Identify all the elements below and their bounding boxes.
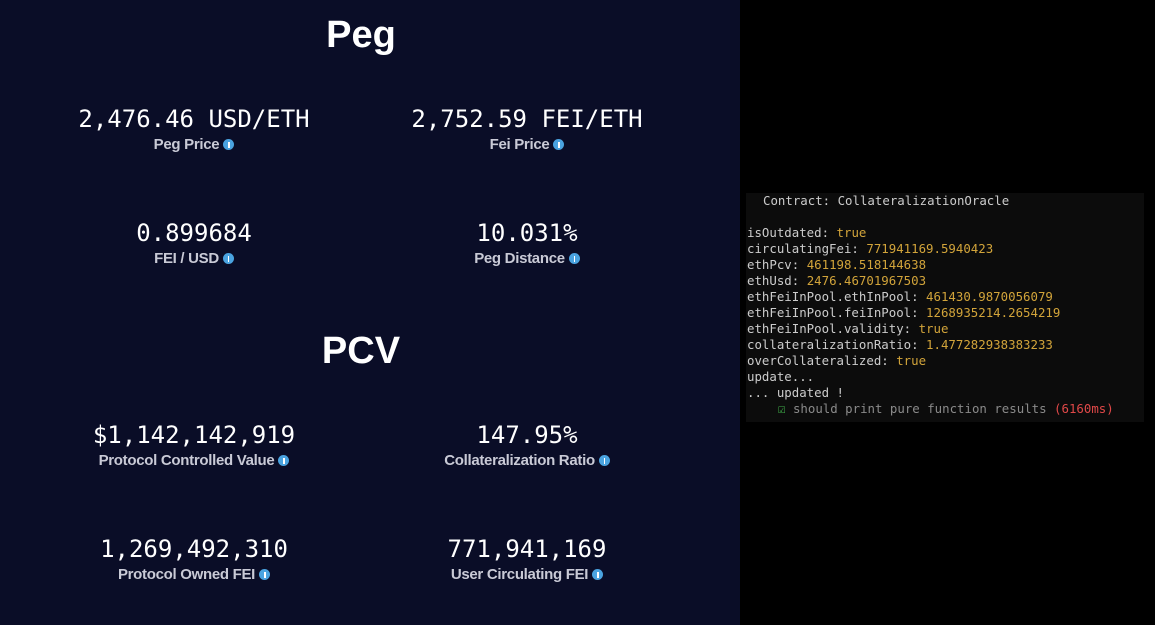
stat-card: 771,941,169 User Circulating FEI (362, 534, 692, 583)
stat-card: 2,476.46 USD/ETH Peg Price (29, 104, 359, 153)
terminal-line: ethFeiInPool.feiInPool: 1268935214.26542… (747, 305, 1060, 321)
field-value: 461430.9870056079 (926, 289, 1053, 304)
terminal-line: update... (747, 369, 814, 385)
stat-value: 2,752.59 FEI/ETH (411, 105, 643, 133)
stat-label: Protocol Controlled Value (29, 452, 359, 469)
info-icon[interactable] (592, 568, 604, 580)
info-icon[interactable] (222, 252, 234, 264)
stat-label: Collateralization Ratio (362, 452, 692, 469)
field-value: 2476.46701967503 (806, 273, 927, 288)
terminal-line: overCollateralized: true (747, 353, 926, 369)
field-key: ethUsd: (747, 273, 800, 288)
field-value: 771941169.5940423 (866, 241, 994, 256)
field-key: overCollateralized: (747, 353, 889, 368)
field-key: collateralizationRatio: (747, 337, 919, 352)
info-icon[interactable] (223, 138, 235, 150)
log-message: ... updated ! (747, 385, 844, 400)
field-key: ethFeiInPool.feiInPool: (747, 305, 919, 320)
test-name: should print pure function results (792, 401, 1047, 416)
stat-label-text: Peg Price (153, 136, 220, 153)
terminal-line: ethFeiInPool.ethInPool: 461430.987005607… (747, 289, 1053, 305)
field-key: circulatingFei: (747, 241, 859, 256)
terminal-line: ☑ should print pure function results (61… (778, 401, 1114, 417)
stat-value: $1,142,142,919 (92, 421, 296, 449)
field-value: 461198.518144638 (806, 257, 927, 272)
stat-value: 2,476.46 USD/ETH (78, 105, 310, 133)
stat-label-text: Fei Price (489, 136, 550, 153)
stat-card: 2,752.59 FEI/ETH Fei Price (362, 104, 692, 153)
stat-label: Peg Price (29, 136, 359, 153)
stat-value: 0.899684 (136, 219, 252, 247)
stat-label: User Circulating FEI (362, 566, 692, 583)
terminal-line: ... updated ! (747, 385, 844, 401)
stat-label: FEI / USD (29, 250, 359, 267)
terminal-header: Contract: CollateralizationOracle (763, 193, 1010, 208)
field-key: ethFeiInPool.validity: (747, 321, 912, 336)
info-icon[interactable] (568, 252, 580, 264)
terminal-line: collateralizationRatio: 1.47728293838323… (747, 337, 1053, 353)
stat-value: 147.95% (476, 421, 578, 449)
terminal-line: isOutdated: true (747, 225, 866, 241)
stat-label: Peg Distance (362, 250, 692, 267)
stat-label: Fei Price (362, 136, 692, 153)
terminal-line: Contract: CollateralizationOracle (763, 193, 1009, 209)
field-key: ethFeiInPool.ethInPool: (747, 289, 919, 304)
section-title: Peg (326, 14, 396, 56)
check-icon: ☑ (778, 401, 786, 416)
stat-label-text: Peg Distance (474, 250, 565, 267)
stat-card: 10.031% Peg Distance (362, 218, 692, 267)
field-value: true (896, 353, 927, 368)
info-icon[interactable] (259, 568, 271, 580)
stat-label: Protocol Owned FEI (29, 566, 359, 583)
field-value: true (918, 321, 949, 336)
terminal-line: ethPcv: 461198.518144638 (747, 257, 926, 273)
info-icon[interactable] (278, 454, 290, 466)
stat-card: 0.899684 FEI / USD (29, 218, 359, 267)
terminal-line: ethFeiInPool.validity: true (747, 321, 948, 337)
terminal-output: Contract: CollateralizationOracle isOutda… (746, 193, 1144, 422)
stat-label-text: Collateralization Ratio (444, 452, 595, 469)
section-title: PCV (321, 330, 401, 372)
stat-card: $1,142,142,919 Protocol Controlled Value (29, 420, 359, 469)
stat-label-text: Protocol Owned FEI (117, 566, 256, 583)
test-duration: (6160ms) (1054, 401, 1114, 416)
log-message: update... (747, 369, 815, 384)
info-icon[interactable] (598, 454, 610, 466)
stat-label-text: User Circulating FEI (450, 566, 589, 583)
dashboard-panel: Peg 2,476.46 USD/ETH Peg Price 2,752.59 FEI… (0, 0, 740, 625)
stat-label-text: FEI / USD (154, 250, 219, 267)
field-value: 1.477282938383233 (926, 337, 1053, 352)
stat-label-text: Protocol Controlled Value (98, 452, 275, 469)
terminal-line: ethUsd: 2476.46701967503 (747, 273, 926, 289)
field-key: isOutdated: (747, 225, 830, 240)
field-key: ethPcv: (747, 257, 800, 272)
stat-card: 147.95% Collateralization Ratio (362, 420, 692, 469)
field-value: 1268935214.2654219 (926, 305, 1061, 320)
field-value: true (836, 225, 867, 240)
terminal-line: circulatingFei: 771941169.5940423 (747, 241, 993, 257)
stat-value: 10.031% (476, 219, 578, 247)
stat-value: 771,941,169 (447, 535, 607, 563)
info-icon[interactable] (553, 138, 565, 150)
stat-value: 1,269,492,310 (100, 535, 288, 563)
stat-card: 1,269,492,310 Protocol Owned FEI (29, 534, 359, 583)
